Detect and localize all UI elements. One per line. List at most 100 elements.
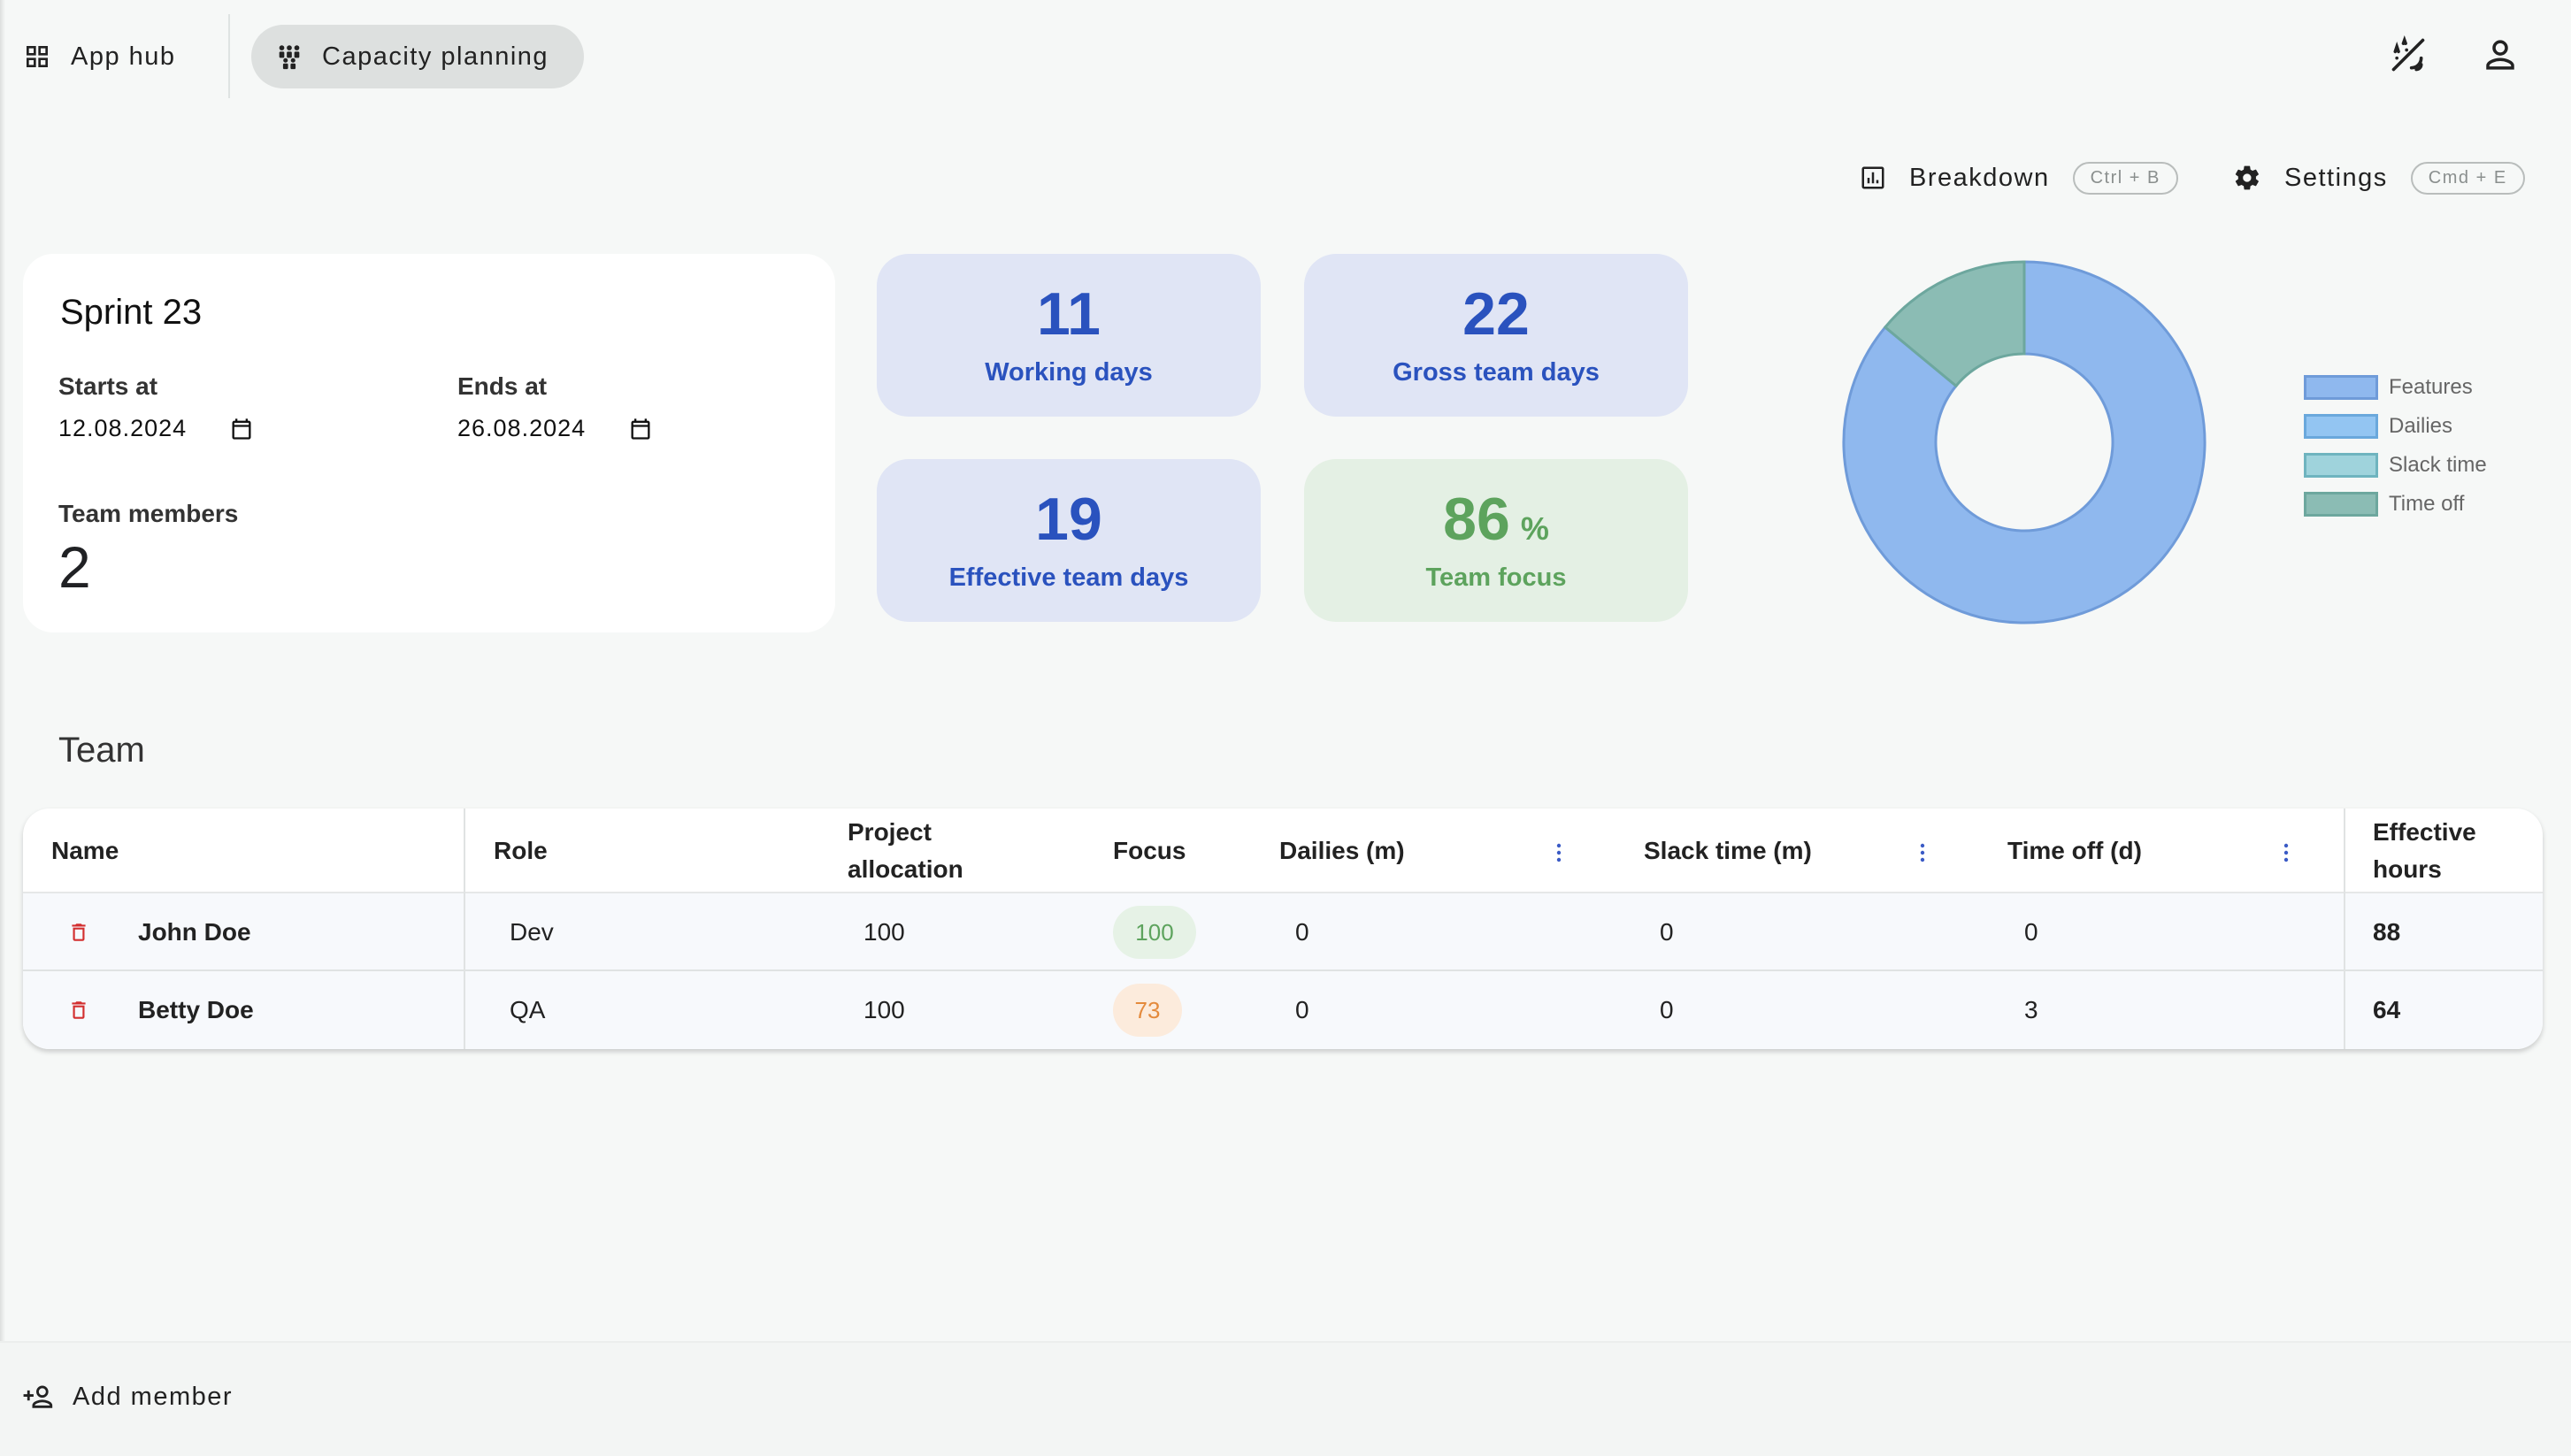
breakdown-shortcut: Ctrl + B bbox=[2072, 161, 2178, 195]
person-icon bbox=[2486, 40, 2514, 70]
team-table: Name Role Project allocation Focus Daili… bbox=[23, 808, 2543, 1049]
member-name: John Doe bbox=[138, 918, 251, 946]
member-dailies[interactable]: 0 bbox=[1295, 918, 1309, 946]
effective-team-days-label: Effective team days bbox=[948, 563, 1189, 592]
legend-label: Dailies bbox=[2389, 414, 2453, 438]
member-effective-hours: 64 bbox=[2373, 996, 2401, 1023]
member-dailies[interactable]: 0 bbox=[1295, 996, 1309, 1023]
bottom-bar: Add member bbox=[0, 1341, 2571, 1456]
trash-icon[interactable] bbox=[67, 998, 90, 1023]
capacity-planning-button[interactable]: Capacity planning bbox=[251, 25, 584, 88]
member-role[interactable]: QA bbox=[510, 996, 546, 1023]
chart-legend: Features Dailies Slack time Time off bbox=[2304, 368, 2487, 524]
col-header-allocation-line1: Project bbox=[848, 818, 932, 846]
table-header: Name Role Project allocation Focus Daili… bbox=[23, 808, 2543, 893]
table-row: John Doe Dev 100 100 0 0 0 88 bbox=[23, 893, 2543, 971]
starts-at-field[interactable]: 12.08.2024 bbox=[58, 415, 254, 442]
app-hub-label: App hub bbox=[71, 42, 176, 71]
table-row: Betty Doe QA 100 73 0 0 3 64 bbox=[23, 971, 2543, 1049]
people-group-icon bbox=[279, 45, 300, 70]
member-effective-hours: 88 bbox=[2373, 918, 2401, 946]
member-timeoff[interactable]: 0 bbox=[2024, 918, 2038, 946]
gross-team-days-label: Gross team days bbox=[1393, 357, 1600, 387]
sprint-card: Sprint 23 Starts at 12.08.2024 Ends at 2… bbox=[23, 254, 835, 632]
member-focus-badge: 73 bbox=[1113, 984, 1182, 1037]
legend-swatch bbox=[2304, 375, 2378, 400]
legend-swatch bbox=[2304, 492, 2378, 517]
breakdown-button[interactable]: Breakdown Ctrl + B bbox=[1860, 156, 2178, 200]
sprint-title: Sprint 23 bbox=[60, 293, 203, 332]
effective-team-days-value: 19 bbox=[1035, 485, 1102, 553]
bar-chart-icon bbox=[1861, 166, 1884, 189]
timeoff-more-vertical-icon[interactable] bbox=[2277, 842, 2295, 863]
top-app-bar: App hub Capacity planning bbox=[0, 0, 2571, 115]
add-member-label: Add member bbox=[73, 1382, 234, 1411]
donut-slice-features bbox=[1842, 260, 2206, 625]
col-header-name: Name bbox=[51, 837, 119, 864]
legend-label: Features bbox=[2389, 375, 2473, 399]
settings-label: Settings bbox=[2284, 163, 2388, 192]
settings-button[interactable]: Settings Cmd + E bbox=[2233, 156, 2525, 200]
account-button[interactable] bbox=[2479, 34, 2521, 76]
app-hub-button[interactable]: App hub bbox=[23, 30, 176, 83]
member-focus-badge: 100 bbox=[1113, 906, 1196, 959]
member-allocation[interactable]: 100 bbox=[863, 918, 905, 946]
working-days-label: Working days bbox=[985, 357, 1153, 387]
team-section-title: Team bbox=[58, 731, 145, 770]
working-days-card: 11 Working days bbox=[877, 254, 1261, 417]
gross-team-days-card: 22 Gross team days bbox=[1304, 254, 1688, 417]
col-header-timeoff: Time off (d) bbox=[2007, 837, 2142, 864]
member-slack[interactable]: 0 bbox=[1660, 918, 1674, 946]
legend-swatch bbox=[2304, 414, 2378, 439]
breakdown-label: Breakdown bbox=[1909, 163, 2050, 192]
capacity-donut-chart bbox=[1842, 260, 2206, 625]
drawer-edge-shadow bbox=[0, 0, 5, 1345]
column-divider bbox=[2344, 808, 2345, 1049]
team-focus-value: 86 bbox=[1443, 485, 1510, 553]
member-allocation[interactable]: 100 bbox=[863, 996, 905, 1023]
col-header-effective-line1: Effective bbox=[2373, 818, 2476, 846]
member-timeoff[interactable]: 3 bbox=[2024, 996, 2038, 1023]
settings-shortcut: Cmd + E bbox=[2410, 161, 2525, 195]
ends-at-field[interactable]: 26.08.2024 bbox=[457, 415, 653, 442]
col-header-allocation-line2: allocation bbox=[848, 855, 963, 883]
theme-toggle-button[interactable] bbox=[2387, 34, 2429, 76]
member-slack[interactable]: 0 bbox=[1660, 996, 1674, 1023]
calendar-icon[interactable] bbox=[628, 417, 653, 441]
member-role[interactable]: Dev bbox=[510, 918, 554, 946]
slack-more-vertical-icon[interactable] bbox=[1914, 842, 1931, 863]
add-member-button[interactable]: Add member bbox=[23, 1382, 233, 1412]
col-header-role: Role bbox=[494, 837, 548, 864]
legend-label: Time off bbox=[2389, 492, 2465, 516]
legend-item-dailies[interactable]: Dailies bbox=[2304, 407, 2487, 446]
team-members-label: Team members bbox=[58, 500, 239, 527]
ends-at-value: 26.08.2024 bbox=[457, 415, 587, 441]
starts-at-label: Starts at bbox=[58, 372, 158, 400]
theme-toggle-icon bbox=[2391, 35, 2425, 72]
team-focus-card: 86 % Team focus bbox=[1304, 459, 1688, 622]
starts-at-value: 12.08.2024 bbox=[58, 415, 188, 441]
team-focus-label: Team focus bbox=[1425, 563, 1567, 592]
capacity-planning-label: Capacity planning bbox=[322, 42, 549, 71]
header-divider bbox=[228, 14, 230, 98]
gross-team-days-value: 22 bbox=[1462, 280, 1530, 348]
donut-slice-time-off bbox=[1883, 260, 2026, 388]
calendar-icon[interactable] bbox=[229, 417, 254, 441]
legend-item-time-off[interactable]: Time off bbox=[2304, 485, 2487, 524]
gear-icon bbox=[2235, 165, 2259, 190]
working-days-value: 11 bbox=[1037, 280, 1101, 348]
col-header-effective-line2: hours bbox=[2373, 855, 2442, 883]
col-header-effective: Effective hours bbox=[2373, 814, 2476, 888]
col-header-allocation: Project allocation bbox=[848, 814, 963, 888]
dailies-more-vertical-icon[interactable] bbox=[1550, 842, 1568, 863]
legend-swatch bbox=[2304, 453, 2378, 478]
member-name: Betty Doe bbox=[138, 996, 254, 1023]
team-members-count: 2 bbox=[58, 534, 91, 600]
col-header-dailies: Dailies (m) bbox=[1279, 837, 1405, 864]
column-divider bbox=[464, 808, 465, 1049]
legend-item-features[interactable]: Features bbox=[2304, 368, 2487, 407]
legend-item-slack-time[interactable]: Slack time bbox=[2304, 446, 2487, 485]
effective-team-days-card: 19 Effective team days bbox=[877, 459, 1261, 622]
trash-icon[interactable] bbox=[67, 920, 90, 945]
ends-at-label: Ends at bbox=[457, 372, 548, 400]
